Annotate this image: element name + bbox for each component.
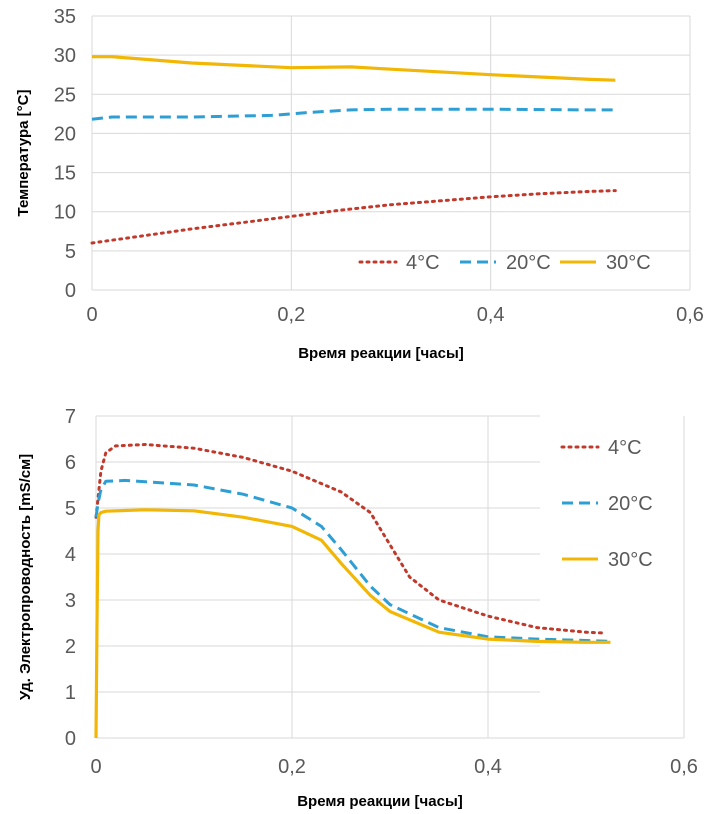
chart-1: 0 5 10 15 20 25 30 35 0 0,2 0,4 0,6 Время реакции [ч… xyxy=(15,6,704,362)
legend-label-3: 30°C xyxy=(606,252,651,274)
legend-label-1: 4°C xyxy=(608,437,642,459)
x-tick-label: 0,6 xyxy=(676,304,704,326)
y-tick-label: 35 xyxy=(54,6,76,28)
x-tick-label: 0 xyxy=(86,304,97,326)
legend-label-1: 4°C xyxy=(406,252,440,274)
gridlines xyxy=(96,415,685,738)
x-tick-label: 0,2 xyxy=(278,756,306,778)
y-axis-title: Температура [°C] xyxy=(15,90,32,217)
y-tick-label: 30 xyxy=(54,45,76,67)
series-line-2 xyxy=(91,107,616,121)
y-tick-label: 15 xyxy=(54,163,76,185)
y-tick-label: 2 xyxy=(65,636,76,658)
x-tick-label: 0 xyxy=(90,756,101,778)
x-axis-title: Время реакции [часы] xyxy=(298,345,464,362)
x-axis-title: Время реакции [часы] xyxy=(297,793,463,810)
y-tick-label: 0 xyxy=(65,280,76,302)
x-tick-label: 0,6 xyxy=(670,756,698,778)
legend: 4°C 20°C 30°C xyxy=(560,437,653,571)
y-tick-label: 5 xyxy=(65,498,76,520)
legend-label-2: 20°C xyxy=(506,252,551,274)
y-tick-label: 1 xyxy=(65,682,76,704)
y-tick-label: 0 xyxy=(65,728,76,750)
y-tick-label: 20 xyxy=(54,123,76,145)
series-line-2 xyxy=(94,478,611,643)
x-tick-label: 0,4 xyxy=(477,304,505,326)
series-line-1 xyxy=(90,189,617,245)
y-tick-label: 4 xyxy=(65,544,76,566)
y-tick-label: 5 xyxy=(65,241,76,263)
y-tick-label: 25 xyxy=(54,84,76,106)
y-tick-label: 6 xyxy=(65,452,76,474)
x-tick-label: 0,2 xyxy=(277,304,305,326)
legend-label-3: 30°C xyxy=(608,549,653,571)
series-line-3 xyxy=(92,55,616,82)
y-axis-title: Уд. Электропроводность [mS/см] xyxy=(17,454,34,700)
chart-2: 0 1 2 3 4 5 6 7 0 0,2 0,4 0,6 Время реакции [часы] Уд… xyxy=(17,406,698,810)
y-tick-label: 3 xyxy=(65,590,76,612)
y-tick-label: 10 xyxy=(54,202,76,224)
legend-label-2: 20°C xyxy=(608,493,653,515)
y-tick-label: 7 xyxy=(65,406,76,428)
gridlines xyxy=(92,15,691,290)
series-line-3 xyxy=(94,508,611,739)
series-line-1 xyxy=(94,443,608,635)
x-tick-label: 0,4 xyxy=(474,756,502,778)
legend: 4°C 20°C 30°C xyxy=(358,252,651,274)
